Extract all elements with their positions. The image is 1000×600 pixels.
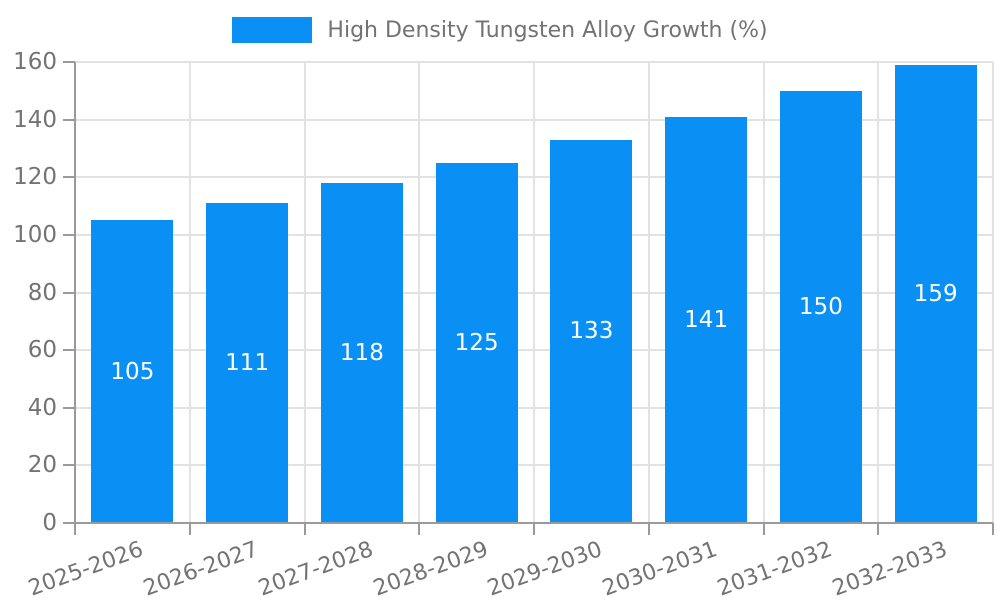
- x-tick-mark: [74, 523, 76, 535]
- y-tick-mark: [63, 291, 75, 294]
- x-tick-mark: [533, 523, 535, 535]
- bar: [91, 220, 174, 523]
- y-axis-line: [74, 62, 76, 525]
- x-gridline: [303, 62, 306, 523]
- y-tick-mark: [63, 464, 75, 467]
- y-tick-mark: [63, 522, 75, 524]
- y-tick-mark: [63, 176, 75, 179]
- bar: [550, 139, 633, 523]
- y-tick-mark: [63, 406, 75, 409]
- x-tick-label: 2025-2026: [25, 537, 147, 600]
- bar-value-label: 133: [569, 318, 614, 345]
- y-tick-mark: [63, 61, 75, 63]
- x-gridline: [533, 62, 535, 523]
- x-tick-mark: [188, 523, 191, 535]
- x-gridline: [418, 62, 421, 523]
- bar: [779, 90, 862, 523]
- y-tick-label: 160: [13, 49, 57, 75]
- x-gridline: [992, 62, 994, 523]
- bar: [894, 64, 977, 523]
- y-tick-mark: [63, 233, 75, 236]
- y-tick-mark: [63, 349, 75, 352]
- x-gridline: [647, 62, 650, 523]
- x-tick-mark: [762, 523, 765, 535]
- x-tick-label: 2031-2032: [714, 537, 836, 600]
- x-tick-mark: [992, 523, 994, 535]
- x-tick-label: 2029-2030: [484, 537, 606, 600]
- x-tick-mark: [303, 523, 306, 535]
- y-tick-label: 120: [13, 164, 57, 191]
- y-tick-label: 80: [27, 279, 57, 306]
- x-tick-mark: [647, 523, 650, 535]
- x-tick-label: 2026-2027: [140, 537, 262, 600]
- bar-value-label: 150: [798, 293, 843, 320]
- x-gridline: [762, 62, 765, 523]
- bar-value-label: 159: [913, 280, 958, 307]
- bar-value-label: 118: [339, 340, 384, 366]
- x-gridline: [877, 62, 880, 523]
- y-tick-label: 40: [27, 394, 57, 421]
- x-tick-label: 2027-2028: [255, 537, 377, 600]
- bar: [435, 162, 518, 523]
- x-tick-mark: [877, 523, 880, 535]
- y-tick-label: 20: [27, 452, 57, 479]
- x-tick-label: 2028-2029: [369, 537, 492, 600]
- y-tick-label: 140: [13, 106, 57, 133]
- bar-value-label: 141: [684, 306, 729, 333]
- y-tick-label: 0: [42, 510, 57, 536]
- y-tick-label: 100: [13, 221, 57, 248]
- bar: [206, 203, 289, 523]
- x-tick-mark: [418, 523, 421, 535]
- x-gridline: [188, 62, 191, 523]
- x-tick-label: 2032-2033: [828, 537, 951, 600]
- bar: [665, 116, 748, 523]
- bar-value-label: 125: [454, 329, 499, 356]
- y-tick-mark: [63, 118, 75, 121]
- bar: [320, 183, 403, 523]
- bar-value-label: 111: [225, 350, 270, 377]
- bar-value-label: 105: [110, 358, 155, 385]
- y-tick-label: 60: [27, 337, 57, 364]
- x-tick-label: 2030-2031: [599, 537, 721, 600]
